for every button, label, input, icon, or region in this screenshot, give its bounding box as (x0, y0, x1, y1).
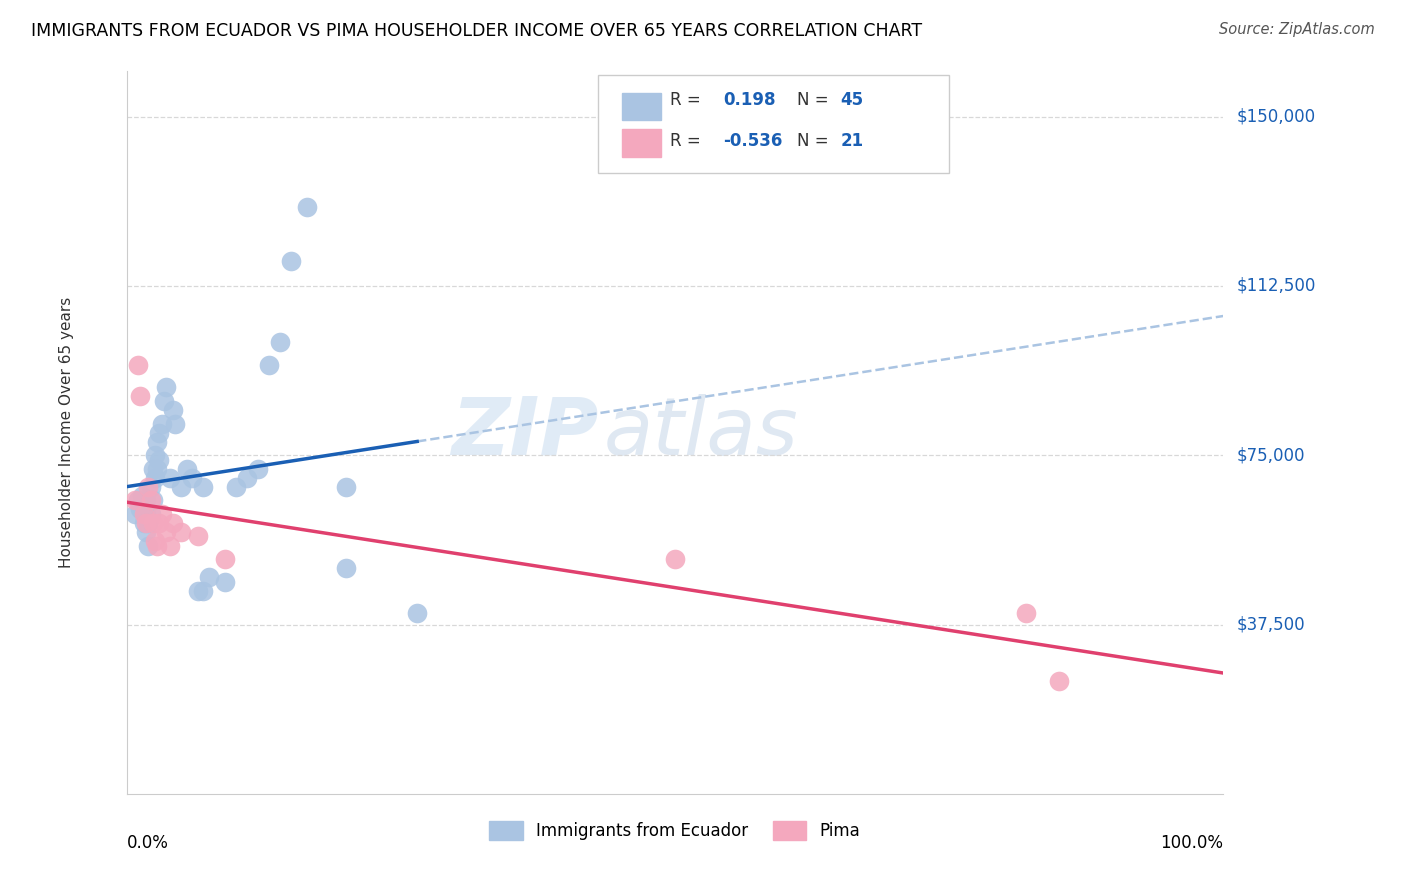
Point (187, 529, 209, 543)
Point (162, 403, 184, 417)
Point (148, 516, 170, 530)
Point (176, 462, 198, 476)
Point (143, 533, 166, 548)
Point (146, 434, 169, 449)
Point (181, 471, 204, 485)
Legend: Immigrants from Ecuador, Pima: Immigrants from Ecuador, Pima (482, 814, 868, 847)
Point (159, 471, 181, 485)
Point (664, 552, 686, 566)
Point (162, 516, 184, 530)
Point (135, 516, 157, 530)
Text: R =: R = (671, 91, 706, 109)
Point (406, 607, 429, 621)
Point (1015, 607, 1038, 621)
Point (150, 507, 173, 521)
Point (143, 471, 166, 485)
Point (135, 507, 157, 521)
Point (146, 462, 169, 476)
Point (257, 358, 280, 372)
Point (225, 480, 247, 494)
Point (170, 480, 193, 494)
Point (132, 516, 155, 530)
Point (187, 583, 209, 598)
Point (128, 389, 150, 403)
Point (247, 462, 270, 476)
Point (197, 570, 219, 584)
Point (155, 524, 177, 539)
Point (214, 574, 236, 589)
Text: $75,000: $75,000 (1236, 446, 1305, 464)
Point (193, 583, 215, 598)
Point (193, 480, 215, 494)
Point (138, 480, 160, 494)
Text: Source: ZipAtlas.com: Source: ZipAtlas.com (1219, 22, 1375, 37)
Text: $37,500: $37,500 (1236, 615, 1305, 633)
Text: N =: N = (797, 91, 834, 109)
Point (170, 524, 193, 539)
Text: 45: 45 (841, 91, 863, 109)
Text: 21: 21 (841, 132, 863, 151)
Point (236, 471, 259, 485)
Point (142, 462, 165, 476)
Text: 0.198: 0.198 (723, 91, 776, 109)
Text: R =: R = (671, 132, 706, 151)
Point (153, 394, 176, 409)
Point (132, 507, 155, 521)
Point (135, 493, 157, 508)
Point (124, 493, 146, 508)
Text: IMMIGRANTS FROM ECUADOR VS PIMA HOUSEHOLDER INCOME OVER 65 YEARS CORRELATION CHA: IMMIGRANTS FROM ECUADOR VS PIMA HOUSEHOL… (31, 22, 922, 40)
Point (1047, 673, 1070, 688)
Point (138, 539, 160, 553)
Point (139, 507, 162, 521)
Point (148, 425, 170, 440)
Point (148, 452, 170, 467)
Point (131, 489, 153, 503)
Point (132, 498, 155, 512)
Text: 100.0%: 100.0% (1160, 834, 1223, 852)
Point (142, 493, 165, 508)
Point (269, 335, 291, 350)
Text: 0.0%: 0.0% (127, 834, 169, 852)
Point (127, 358, 149, 372)
Point (142, 516, 165, 530)
Point (214, 552, 236, 566)
Text: $112,500: $112,500 (1236, 277, 1316, 295)
Point (146, 539, 169, 553)
Point (335, 561, 357, 575)
Point (297, 200, 319, 214)
Bar (623, 129, 661, 157)
Point (155, 380, 177, 394)
Point (150, 417, 173, 431)
Point (138, 516, 160, 530)
Text: $150,000: $150,000 (1236, 108, 1316, 126)
Point (139, 480, 162, 494)
Text: ZIP: ZIP (451, 393, 598, 472)
Point (280, 254, 302, 268)
Point (143, 448, 166, 462)
Point (124, 507, 146, 521)
Point (163, 417, 186, 431)
Point (128, 502, 150, 516)
Point (139, 493, 162, 508)
Text: atlas: atlas (603, 393, 799, 472)
Point (335, 480, 357, 494)
Text: -0.536: -0.536 (723, 132, 783, 151)
Point (159, 539, 181, 553)
Point (135, 524, 157, 539)
Point (127, 493, 149, 508)
Text: N =: N = (797, 132, 834, 151)
Text: Householder Income Over 65 years: Householder Income Over 65 years (59, 297, 73, 568)
FancyBboxPatch shape (598, 75, 949, 172)
Bar (623, 93, 661, 120)
